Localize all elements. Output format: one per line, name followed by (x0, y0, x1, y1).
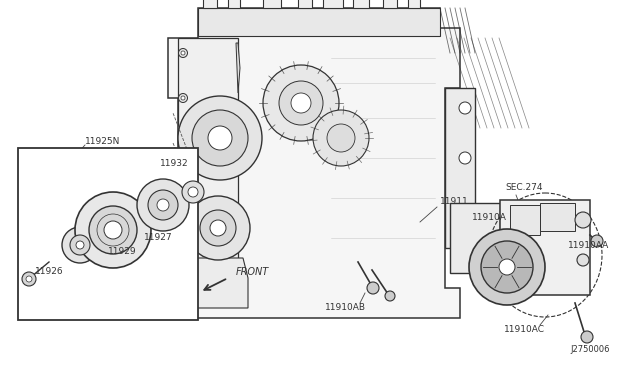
Bar (445, 88, 475, 248)
Circle shape (186, 196, 250, 260)
Text: 11925N: 11925N (85, 138, 120, 147)
Bar (228, 0, 240, 8)
Circle shape (137, 179, 189, 231)
Text: J2750006: J2750006 (570, 346, 609, 355)
Circle shape (181, 51, 185, 55)
Polygon shape (178, 258, 248, 308)
Bar (450, 203, 500, 273)
Bar (203, 0, 217, 8)
Circle shape (148, 190, 178, 220)
Circle shape (76, 241, 84, 249)
Bar (18, 148, 198, 320)
Text: 11926: 11926 (35, 267, 63, 276)
Text: SEC.274: SEC.274 (505, 183, 543, 192)
Circle shape (577, 254, 589, 266)
Bar (263, 0, 281, 8)
Circle shape (459, 212, 471, 224)
Polygon shape (198, 8, 440, 36)
Circle shape (157, 199, 169, 211)
Polygon shape (236, 43, 240, 93)
Polygon shape (168, 8, 460, 318)
Circle shape (263, 65, 339, 141)
Circle shape (459, 102, 471, 114)
Text: 11910AA: 11910AA (568, 241, 609, 250)
Circle shape (192, 110, 248, 166)
Circle shape (179, 279, 188, 288)
Text: 11911: 11911 (440, 198, 468, 206)
Bar (353, 0, 369, 8)
Circle shape (499, 259, 515, 275)
Circle shape (179, 253, 188, 263)
Bar (500, 200, 590, 295)
Polygon shape (178, 38, 238, 298)
Circle shape (104, 221, 122, 239)
Text: 11929: 11929 (108, 247, 136, 257)
Circle shape (188, 187, 198, 197)
Bar (408, 0, 420, 8)
Circle shape (591, 235, 603, 247)
Circle shape (181, 281, 185, 285)
Circle shape (178, 96, 262, 180)
Circle shape (279, 81, 323, 125)
Circle shape (62, 227, 98, 263)
Text: 11927: 11927 (144, 234, 173, 243)
Circle shape (459, 152, 471, 164)
Circle shape (527, 252, 537, 262)
Circle shape (208, 126, 232, 150)
Circle shape (89, 206, 137, 254)
Circle shape (527, 222, 537, 232)
Text: 11932: 11932 (160, 158, 189, 167)
Text: 11910AB: 11910AB (324, 304, 365, 312)
Circle shape (327, 124, 355, 152)
Circle shape (210, 220, 226, 236)
Circle shape (481, 241, 533, 293)
Circle shape (181, 196, 185, 200)
Circle shape (313, 110, 369, 166)
Circle shape (181, 256, 185, 260)
Circle shape (575, 212, 591, 228)
Text: 11910AC: 11910AC (504, 326, 545, 334)
Circle shape (291, 93, 311, 113)
Bar (383, 0, 397, 8)
Circle shape (469, 229, 545, 305)
Bar (510, 205, 540, 235)
Circle shape (181, 96, 185, 100)
Circle shape (22, 272, 36, 286)
Bar (540, 203, 575, 231)
Circle shape (179, 93, 188, 103)
Circle shape (26, 276, 32, 282)
Circle shape (179, 193, 188, 202)
Circle shape (367, 282, 379, 294)
Circle shape (70, 235, 90, 255)
Text: FRONT: FRONT (236, 267, 269, 277)
Text: 11910A: 11910A (472, 214, 507, 222)
Circle shape (581, 331, 593, 343)
Circle shape (179, 48, 188, 58)
Circle shape (182, 181, 204, 203)
Circle shape (200, 210, 236, 246)
Bar (323, 0, 343, 8)
Circle shape (75, 192, 151, 268)
Bar (298, 0, 312, 8)
Circle shape (385, 291, 395, 301)
